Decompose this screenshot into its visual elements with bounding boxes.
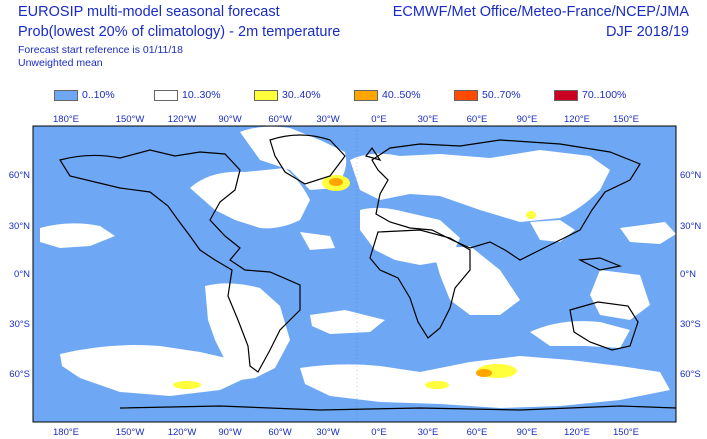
lon-label: 90°E [517,427,538,438]
map-frame [32,125,677,423]
lat-label: 30°N [680,221,701,232]
lon-label: 30°E [418,427,439,438]
lon-label: 150°W [116,114,145,125]
legend-swatch [454,89,478,101]
lat-label: 30°S [9,319,30,330]
legend-label: 0..10% [82,89,115,101]
legend-swatch [354,89,378,101]
lon-label: 30°W [316,427,339,438]
lon-label: 60°W [268,427,291,438]
lat-label: 60°S [680,369,701,380]
lon-labels-top: 180°E 150°W 120°W 90°W 60°W 30°W 0°E 30°… [53,114,639,125]
lon-label: 120°W [168,427,197,438]
legend-label: 70..100% [582,89,627,101]
legend-item: 40..50% [354,88,421,102]
lon-label: 0°E [371,427,386,438]
coastlines [59,134,677,411]
lon-label: 90°W [218,427,241,438]
lat-label: 0°N [14,269,30,280]
lon-label: 180°E [53,114,79,125]
map-title: EUROSIP multi-model seasonal forecast [18,4,280,20]
legend-swatch [54,89,78,101]
lat-label: 60°N [680,170,701,181]
lon-label: 30°W [316,114,339,125]
lon-label: 60°E [467,114,488,125]
lon-label: 60°E [467,427,488,438]
probability-map: 180°E 150°W 120°W 90°W 60°W 30°W 0°E 30°… [9,114,702,438]
legend-item: 30..40% [254,88,321,102]
legend-swatch [554,89,578,101]
lon-label: 120°E [564,427,590,438]
legend-item: 0..10% [54,88,115,102]
weighting-note: Unweighted mean [18,57,103,69]
legend-label: 30..40% [282,89,321,101]
agencies-label: ECMWF/Met Office/Meteo-France/NCEP/JMA [392,4,689,20]
lon-label: 30°E [418,114,439,125]
lon-label: 90°E [517,114,538,125]
lon-label: 150°E [613,427,639,438]
lat-label: 30°N [9,221,30,232]
lon-label: 150°W [116,427,145,438]
lat-labels-left: 60°N 30°N 0°N 30°S 60°S [9,170,30,380]
lon-label: 60°W [268,114,291,125]
lon-label: 120°W [168,114,197,125]
legend-label: 50..70% [482,89,521,101]
legend-label: 40..50% [382,89,421,101]
lat-labels-right: 60°N 30°N 0°N 30°S 60°S [680,170,701,380]
lat-label: 60°N [9,170,30,181]
lon-label: 90°W [218,114,241,125]
lon-label: 120°E [564,114,590,125]
legend-label: 10..30% [182,89,221,101]
legend-swatch [254,89,278,101]
map-subtitle: Prob(lowest 20% of climatology) - 2m tem… [18,24,341,40]
legend-item: 70..100% [554,88,626,102]
forecast-reference: Forecast start reference is 01/11/18 [18,44,183,56]
lon-labels-bottom: 180°E 150°W 120°W 90°W 60°W 30°W 0°E 30°… [53,427,639,438]
legend-swatch [154,89,178,101]
legend-item: 10..30% [154,88,221,102]
legend: 0..10% 10..30% 30..40% 40..50% 50..70% 7… [0,88,707,104]
prob-40-50-patches [329,178,492,377]
legend-item: 50..70% [454,88,521,102]
lat-label: 60°S [9,369,30,380]
lon-label: 180°E [53,427,79,438]
lon-label: 0°E [371,114,386,125]
season-label: DJF 2018/19 [605,24,689,40]
lon-label: 150°E [613,114,639,125]
lat-label: 0°N [680,269,696,280]
lat-label: 30°S [680,319,701,330]
